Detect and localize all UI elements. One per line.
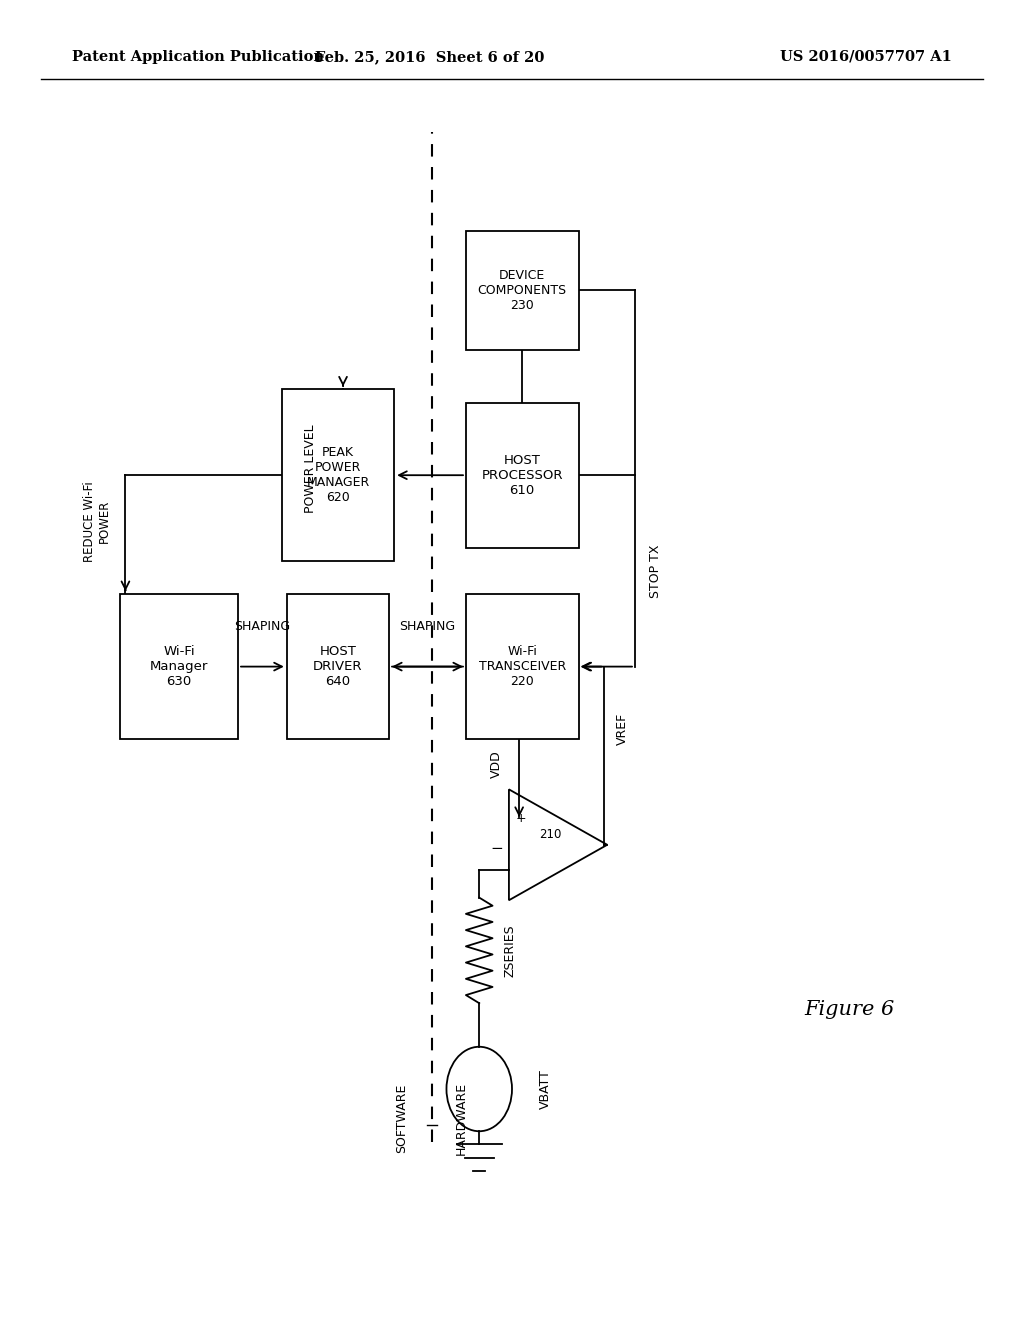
Text: VBATT: VBATT: [540, 1069, 552, 1109]
FancyBboxPatch shape: [466, 231, 579, 350]
Text: −: −: [490, 841, 503, 857]
Text: PEAK
POWER
MANAGER
620: PEAK POWER MANAGER 620: [306, 446, 370, 504]
FancyBboxPatch shape: [466, 403, 579, 548]
FancyBboxPatch shape: [282, 389, 394, 561]
FancyBboxPatch shape: [466, 594, 579, 739]
Text: Patent Application Publication: Patent Application Publication: [72, 50, 324, 63]
Text: HOST
PROCESSOR
610: HOST PROCESSOR 610: [481, 454, 563, 496]
Text: SOFTWARE: SOFTWARE: [395, 1084, 408, 1152]
Text: DEVICE
COMPONENTS
230: DEVICE COMPONENTS 230: [477, 269, 567, 312]
Text: +: +: [516, 812, 526, 825]
Text: Feb. 25, 2016  Sheet 6 of 20: Feb. 25, 2016 Sheet 6 of 20: [315, 50, 545, 63]
Text: REDUCE Wi-Fi
POWER: REDUCE Wi-Fi POWER: [83, 480, 111, 562]
FancyBboxPatch shape: [121, 594, 238, 739]
Text: STOP TX: STOP TX: [649, 544, 662, 598]
Text: VREF: VREF: [616, 713, 629, 746]
Text: Wi-Fi
TRANSCEIVER
220: Wi-Fi TRANSCEIVER 220: [478, 645, 566, 688]
FancyBboxPatch shape: [287, 594, 389, 739]
Text: Wi-Fi
Manager
630: Wi-Fi Manager 630: [150, 645, 209, 688]
Text: ZSERIES: ZSERIES: [504, 924, 516, 977]
Text: SHAPING: SHAPING: [234, 620, 291, 634]
Text: SHAPING: SHAPING: [399, 620, 456, 634]
Text: VDD: VDD: [490, 750, 503, 779]
Text: Figure 6: Figure 6: [805, 1001, 895, 1019]
Text: HOST
DRIVER
640: HOST DRIVER 640: [313, 645, 362, 688]
Text: US 2016/0057707 A1: US 2016/0057707 A1: [780, 50, 952, 63]
Text: POWER LEVEL: POWER LEVEL: [304, 424, 316, 513]
Text: 210: 210: [539, 828, 561, 841]
Text: HARDWARE: HARDWARE: [455, 1081, 467, 1155]
